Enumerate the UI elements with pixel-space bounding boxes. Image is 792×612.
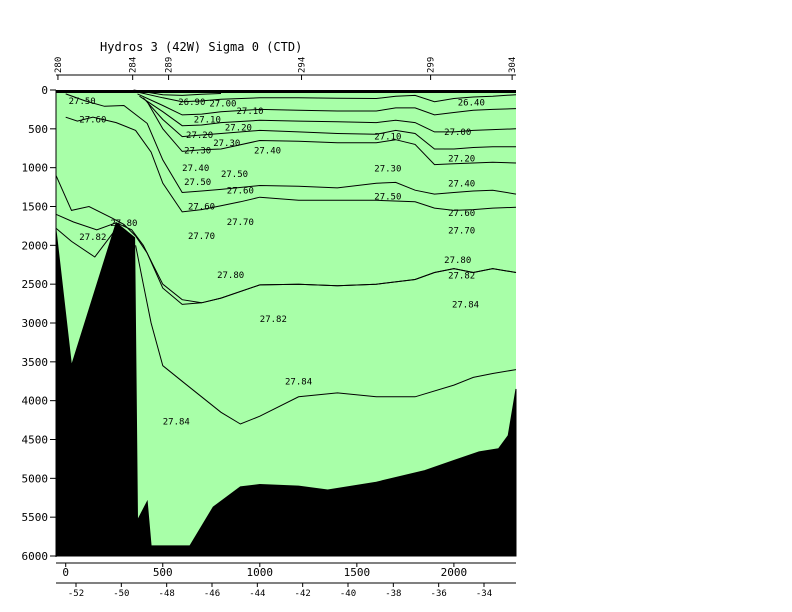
isopycnal-27.40 — [146, 101, 517, 166]
isopycnal-27.82 — [55, 223, 121, 258]
y-tick-label: 0 — [41, 84, 48, 97]
isopycnal-27.60 — [65, 116, 517, 213]
y-tick-label: 4500 — [22, 434, 49, 447]
contour-label-27.60: 27.60 — [188, 203, 215, 213]
y-tick-label: 1000 — [22, 162, 49, 175]
station-label: 280 — [54, 57, 64, 73]
y-tick-label: 2500 — [22, 278, 49, 291]
station-label: 289 — [165, 57, 175, 73]
y-tick-label: 4000 — [22, 395, 49, 408]
y-tick-label: 3000 — [22, 317, 49, 330]
lon-tick-label: -50 — [113, 589, 129, 599]
contour-label-27.40: 27.40 — [254, 147, 281, 157]
isopycnal-27.84 — [135, 245, 517, 425]
contour-label-27.30: 27.30 — [213, 139, 240, 149]
lon-tick-label: -38 — [385, 589, 401, 599]
lon-tick-label: -40 — [340, 589, 356, 599]
contour-label-27.30: 27.30 — [184, 147, 211, 157]
isopycnal-27.80 — [55, 213, 517, 304]
lon-tick-label: -46 — [204, 589, 220, 599]
lon-tick-label: -44 — [249, 589, 265, 599]
contour-label-27.20: 27.20 — [225, 123, 252, 133]
contour-label-27.30: 27.30 — [374, 165, 401, 175]
plot-area — [55, 89, 517, 557]
station-label: 284 — [129, 57, 139, 73]
contour-label-27.70: 27.70 — [227, 218, 254, 228]
lon-tick-label: -42 — [295, 589, 311, 599]
lon-tick-label: -48 — [159, 589, 175, 599]
contour-label-27.40: 27.40 — [448, 179, 475, 189]
isopycnal-27.10 — [137, 93, 517, 116]
contour-label-27.50: 27.50 — [184, 178, 211, 188]
contour-label-27.80: 27.80 — [110, 219, 137, 229]
contour-label-27.10: 27.10 — [237, 107, 264, 117]
contour-label-27.50: 27.50 — [374, 193, 401, 203]
contour-label-27.50: 27.50 — [221, 170, 248, 180]
y-tick-label: 5500 — [22, 511, 49, 524]
contour-label-27.84: 27.84 — [163, 418, 190, 428]
y-tick-label: 3500 — [22, 356, 49, 369]
contour-label-26.40: 26.40 — [458, 99, 485, 109]
contour-label-27.60: 27.60 — [448, 209, 475, 219]
contour-label-27.70: 27.70 — [448, 227, 475, 237]
contour-label-27.60: 27.60 — [79, 116, 106, 126]
lon-tick-label: -52 — [68, 589, 84, 599]
x-tick-label: 0 — [62, 566, 69, 579]
contour-label-27.70: 27.70 — [188, 232, 215, 242]
y-tick-label: 5000 — [22, 472, 49, 485]
station-label: 304 — [508, 57, 518, 73]
surface-layer — [56, 90, 516, 93]
x-tick-label: 1000 — [247, 566, 274, 579]
y-tick-label: 1500 — [22, 201, 49, 214]
contour-label-27.84: 27.84 — [452, 300, 479, 310]
y-tick-label: 500 — [28, 123, 48, 136]
lon-tick-label: -36 — [431, 589, 447, 599]
contour-label-27.84: 27.84 — [285, 377, 312, 387]
contour-label-27.82: 27.82 — [448, 272, 475, 282]
lon-tick-label: -34 — [476, 589, 492, 599]
y-tick-label: 6000 — [22, 550, 49, 563]
isopycnal-27.50 — [65, 93, 517, 195]
x-tick-label: 1500 — [344, 566, 371, 579]
station-label: 299 — [427, 57, 437, 73]
axes: 0500100015002000250030003500400045005000… — [22, 57, 519, 599]
isopycnal-27.30 — [142, 97, 516, 150]
contour-label-27.50: 27.50 — [69, 97, 96, 107]
contour-label-27.80: 27.80 — [217, 271, 244, 281]
x-tick-label: 500 — [153, 566, 173, 579]
contour-label-27.82: 27.82 — [260, 315, 287, 325]
contour-label-26.90: 26.90 — [178, 98, 205, 108]
contour-label-27.82: 27.82 — [79, 233, 106, 243]
contour-label-27.80: 27.80 — [444, 256, 471, 266]
x-tick-label: 2000 — [441, 566, 468, 579]
isopycnal-27.00 — [135, 91, 517, 103]
contour-label-27.00: 27.00 — [209, 100, 236, 110]
contour-label-27.20: 27.20 — [186, 131, 213, 141]
contour-label-27.40: 27.40 — [182, 164, 209, 174]
y-tick-label: 2000 — [22, 239, 49, 252]
band-gt-27.80 — [56, 90, 516, 546]
contour-label-27.60: 27.60 — [227, 186, 254, 196]
contour-label-27.10: 27.10 — [194, 116, 221, 126]
contour-label-27.10: 27.10 — [374, 133, 401, 143]
isopycnal-27.20 — [139, 95, 517, 133]
station-label: 294 — [298, 57, 308, 73]
isopycnal-26.90 — [133, 89, 222, 96]
bathymetry — [55, 221, 517, 557]
chart-title: Hydros 3 (42W) Sigma 0 (CTD) — [100, 40, 302, 54]
contour-label-27.20: 27.20 — [448, 154, 475, 164]
contour-label-27.00: 27.00 — [444, 128, 471, 138]
